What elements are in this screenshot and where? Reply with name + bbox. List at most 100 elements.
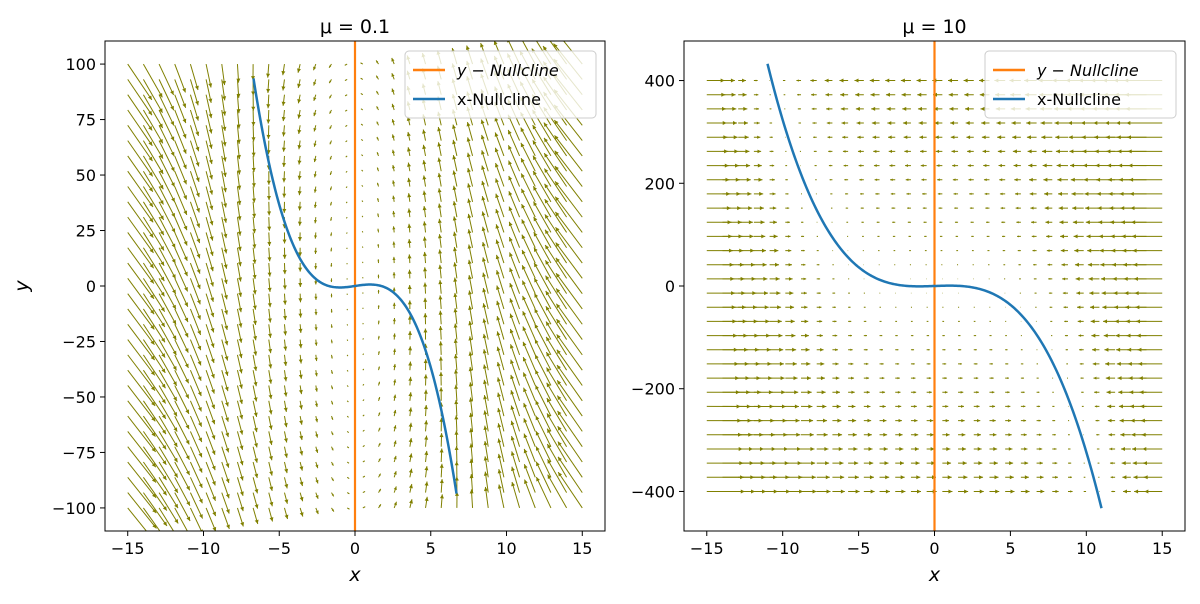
quiver-arrow xyxy=(376,60,378,64)
arrow-head xyxy=(806,362,810,366)
arrow-head xyxy=(871,107,875,111)
quiver-arrow xyxy=(848,307,850,308)
quiver-arrow xyxy=(738,234,753,238)
arrow-head xyxy=(963,461,967,465)
arrow-head xyxy=(980,93,984,97)
x-tick-label: −5 xyxy=(267,539,291,558)
quiver-arrow xyxy=(282,187,286,198)
arrow-head xyxy=(1075,263,1079,267)
quiver-arrow xyxy=(911,475,920,479)
quiver-arrow xyxy=(887,107,896,111)
quiver-arrow xyxy=(754,305,769,309)
quiver-arrow xyxy=(237,355,242,374)
quiver-arrow xyxy=(785,249,791,252)
quiver-arrow xyxy=(378,412,380,416)
quiver-arrow xyxy=(331,340,333,344)
quiver-arrow xyxy=(817,292,821,294)
quiver-arrow xyxy=(861,222,863,223)
quiver-arrow xyxy=(1065,335,1068,337)
arrow-head xyxy=(440,479,444,483)
arrow-shaft xyxy=(190,355,201,381)
quiver-arrow xyxy=(1075,263,1084,267)
quiver-arrow xyxy=(1005,461,1013,465)
arrow-head xyxy=(1055,121,1059,125)
arrow-head xyxy=(826,489,830,493)
arrow-head xyxy=(1043,164,1047,168)
quiver-arrow xyxy=(330,248,332,252)
quiver-arrow xyxy=(911,307,912,308)
quiver-arrow xyxy=(1080,377,1083,379)
arrow-shaft xyxy=(509,207,520,233)
arrow-head xyxy=(921,164,924,167)
quiver-arrow xyxy=(830,193,832,194)
quiver-arrow xyxy=(864,391,870,394)
arrow-head xyxy=(211,374,215,378)
quiver-arrow xyxy=(453,293,457,309)
quiver-arrow xyxy=(377,213,379,217)
quiver-arrow xyxy=(974,335,976,336)
arrow-head xyxy=(268,288,272,292)
arrow-shaft xyxy=(143,156,163,189)
arrow-head xyxy=(254,428,258,432)
quiver-arrow xyxy=(1061,249,1068,253)
quiver-arrow xyxy=(989,321,990,322)
quiver-arrow xyxy=(347,508,349,509)
arrow-head xyxy=(223,188,227,192)
arrow-head xyxy=(992,391,994,393)
arrow-head xyxy=(452,140,456,144)
arrow-shaft xyxy=(128,171,153,207)
quiver-arrow xyxy=(424,374,428,385)
quiver-arrow xyxy=(801,404,812,408)
quiver-arrow xyxy=(508,176,519,202)
quiver-arrow xyxy=(844,164,848,166)
quiver-arrow xyxy=(128,278,154,314)
arrow-shaft xyxy=(143,217,164,250)
quiver-arrow xyxy=(770,178,775,181)
arrow-head xyxy=(901,79,905,83)
quiver-arrow xyxy=(848,363,853,366)
quiver-arrow xyxy=(801,447,814,451)
arrow-shaft xyxy=(159,370,177,401)
arrow-head xyxy=(826,475,830,479)
arrow-shaft xyxy=(190,202,199,228)
quiver-arrow xyxy=(1052,406,1054,407)
quiver-arrow xyxy=(942,377,947,379)
quiver-arrow xyxy=(817,320,822,323)
arrow-shaft xyxy=(546,352,566,385)
arrow-head xyxy=(392,165,395,168)
quiver-arrow xyxy=(128,232,154,268)
quiver-arrow xyxy=(1021,377,1024,379)
quiver-arrow xyxy=(409,423,413,432)
arrow-head xyxy=(149,172,153,176)
arrow-head xyxy=(314,159,317,162)
arrow-head xyxy=(423,298,427,302)
quiver-arrow xyxy=(864,335,867,337)
quiver-arrow xyxy=(467,229,472,248)
quiver-arrow xyxy=(974,419,981,422)
quiver-arrow xyxy=(313,64,316,70)
quiver-arrow xyxy=(832,447,842,451)
quiver-arrow xyxy=(468,275,473,294)
arrow-head xyxy=(1016,221,1018,223)
arrow-head xyxy=(1060,234,1064,238)
quiver-arrow xyxy=(722,192,740,196)
arrow-head xyxy=(787,193,789,195)
quiver-arrow xyxy=(361,93,363,94)
arrow-head xyxy=(746,164,750,168)
arrow-head xyxy=(483,426,487,430)
arrow-head xyxy=(393,272,396,275)
arrow-shaft xyxy=(521,173,535,201)
quiver-arrow xyxy=(842,121,849,124)
quiver-arrow xyxy=(510,314,520,340)
quiver-arrow xyxy=(268,263,272,277)
quiver-arrow xyxy=(911,391,916,394)
quiver-arrow xyxy=(298,263,302,272)
quiver-arrow xyxy=(902,93,911,97)
arrow-head xyxy=(1070,164,1074,168)
quiver-arrow xyxy=(1026,121,1036,125)
quiver-arrow xyxy=(521,189,535,217)
quiver-arrow xyxy=(508,130,520,156)
quiver-arrow xyxy=(880,377,885,379)
quiver-arrow xyxy=(452,155,457,171)
quiver-arrow xyxy=(880,489,890,493)
